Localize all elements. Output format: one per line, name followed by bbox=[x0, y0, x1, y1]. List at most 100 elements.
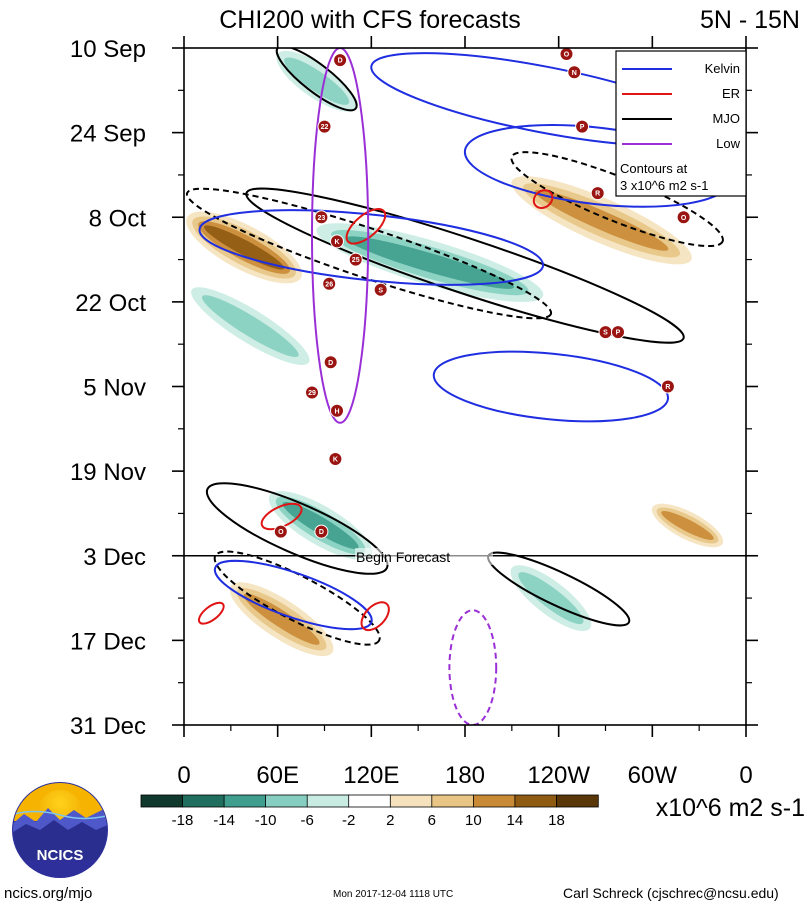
storm-marker: D bbox=[323, 355, 338, 370]
storm-marker-label: P bbox=[616, 330, 621, 337]
storm-marker-label: D bbox=[328, 360, 333, 367]
colorbar-label: 18 bbox=[548, 812, 565, 829]
storm-marker-circle bbox=[305, 385, 319, 400]
anomaly-band bbox=[201, 295, 299, 358]
storm-marker-label: 23 bbox=[318, 215, 326, 222]
legend-er-label: ER bbox=[722, 86, 740, 101]
y-tick-label: 8 Oct bbox=[89, 205, 147, 232]
storm-marker-label: 25 bbox=[352, 257, 360, 264]
storm-marker-layer: D 22 23 K 25 26 S D 29 H K O D O N P R O S P R bbox=[273, 47, 691, 539]
storm-marker-label: 29 bbox=[308, 390, 316, 397]
logo-text: NCICS bbox=[37, 847, 84, 864]
storm-marker-label: 22 bbox=[321, 124, 329, 131]
y-tick-label: 10 Sep bbox=[70, 36, 146, 63]
logo-mountains-front bbox=[13, 820, 107, 860]
colorbar-swatch bbox=[514, 794, 558, 808]
colorbar-label: -6 bbox=[301, 812, 314, 829]
colorbar-label: 2 bbox=[386, 812, 394, 829]
storm-marker: 29 bbox=[305, 385, 319, 400]
storm-marker: O bbox=[273, 524, 288, 539]
storm-marker: K bbox=[328, 452, 343, 466]
colorbar-label: -18 bbox=[172, 812, 194, 829]
anomaly-band bbox=[534, 189, 669, 251]
storm-marker-circle bbox=[330, 403, 344, 418]
legend-note-line1: Contours at bbox=[620, 161, 688, 176]
storm-marker-label: P bbox=[580, 124, 585, 131]
plot-content bbox=[185, 48, 732, 725]
colorbar-swatch bbox=[348, 794, 391, 808]
storm-marker: S bbox=[373, 282, 388, 297]
storm-marker: 26 bbox=[322, 276, 337, 291]
storm-marker-label: O bbox=[278, 529, 284, 536]
mjo-contour bbox=[245, 187, 685, 344]
colorbar-label: 6 bbox=[428, 812, 436, 829]
storm-marker-label: K bbox=[333, 457, 338, 464]
low-contour bbox=[311, 48, 370, 424]
storm-marker-label: H bbox=[334, 408, 339, 415]
mjo-contour bbox=[275, 48, 358, 112]
x-tick-label: 120E bbox=[343, 762, 399, 789]
storm-marker: R bbox=[590, 186, 605, 201]
colorbar-label: 14 bbox=[507, 812, 524, 829]
colorbar-units: x10^6 m2 s-1 bbox=[656, 794, 805, 822]
storm-marker-circle bbox=[590, 186, 605, 201]
mjo-contour bbox=[205, 482, 389, 575]
storm-marker-circle bbox=[328, 452, 343, 466]
axes: 10 Sep 24 Sep 8 Oct 22 Oct 5 Nov 19 Nov 3 Dec 1… bbox=[70, 36, 758, 789]
storm-marker-circle bbox=[323, 355, 338, 370]
y-tick-label: 19 Nov bbox=[70, 459, 146, 486]
storm-marker: N bbox=[567, 65, 582, 80]
footer-author: Carl Schreck (cjschrec@ncsu.edu) bbox=[563, 885, 779, 901]
colorbar: -18 -14 -10 -6 -2 2 6 10 14 18 bbox=[140, 794, 599, 829]
storm-marker: 23 bbox=[314, 210, 329, 225]
anomaly-band bbox=[284, 57, 350, 105]
legend-kelvin-label: Kelvin bbox=[705, 61, 740, 76]
lat-band-label: 5N - 15N bbox=[700, 6, 800, 34]
storm-marker: D bbox=[314, 524, 329, 539]
y-tick-label: 3 Dec bbox=[83, 544, 146, 571]
er-contour bbox=[345, 208, 387, 245]
footer-site-link[interactable]: ncics.org/mjo bbox=[4, 885, 93, 902]
chart-title: CHI200 with CFS forecasts bbox=[219, 6, 521, 34]
storm-marker-label: S bbox=[378, 287, 383, 294]
x-tick-label: 120W bbox=[527, 762, 590, 789]
legend-mjo-label: MJO bbox=[713, 111, 740, 126]
colorbar-label: -2 bbox=[342, 812, 355, 829]
er-contour bbox=[260, 502, 303, 531]
legend-low-label: Low bbox=[716, 136, 740, 151]
er-contour bbox=[360, 601, 390, 632]
storm-marker: P bbox=[575, 119, 590, 134]
storm-marker: S bbox=[598, 325, 613, 340]
colorbar-swatch bbox=[223, 794, 267, 808]
forecast-label-bg bbox=[355, 548, 493, 565]
mjo-contour bbox=[185, 187, 553, 320]
colorbar-swatch bbox=[140, 794, 184, 808]
colorbar-swatch bbox=[472, 794, 516, 808]
colorbar-label: -14 bbox=[213, 812, 235, 829]
storm-marker-circle bbox=[314, 524, 329, 539]
plot-frame bbox=[183, 47, 747, 726]
colorbar-swatch bbox=[182, 794, 225, 808]
storm-marker-label: N bbox=[572, 70, 577, 77]
storm-marker-circle bbox=[676, 210, 691, 225]
y-tick-label: 5 Nov bbox=[83, 375, 146, 402]
storm-marker-circle bbox=[333, 53, 348, 68]
x-tick-label: 180 bbox=[445, 762, 485, 789]
legend-box bbox=[615, 50, 747, 197]
storm-marker-label: 26 bbox=[325, 281, 333, 288]
storm-marker-circle bbox=[567, 65, 582, 80]
colorbar-label: 10 bbox=[465, 812, 482, 829]
ncics-logo: NCICS bbox=[12, 782, 108, 878]
x-tick-label: 60W bbox=[628, 762, 678, 789]
storm-marker-label: D bbox=[319, 529, 324, 536]
low-contour bbox=[448, 609, 498, 725]
anomaly-band bbox=[345, 236, 514, 289]
kelvin-contour bbox=[213, 559, 373, 631]
storm-marker: H bbox=[330, 403, 344, 418]
storm-marker-circle bbox=[314, 210, 329, 225]
anomaly-band bbox=[204, 225, 285, 270]
y-tick-label: 24 Sep bbox=[70, 121, 146, 148]
storm-marker-label: O bbox=[681, 215, 687, 222]
storm-marker: D bbox=[333, 53, 348, 68]
